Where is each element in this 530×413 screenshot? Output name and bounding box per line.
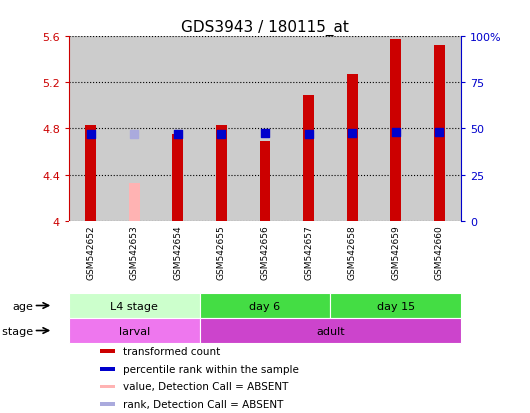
Text: GSM542657: GSM542657 xyxy=(304,225,313,279)
Bar xyxy=(100,349,116,353)
Text: GSM542660: GSM542660 xyxy=(435,225,444,279)
Bar xyxy=(330,293,461,318)
Bar xyxy=(100,402,116,406)
Point xyxy=(435,130,444,136)
Text: adult: adult xyxy=(316,326,344,336)
Text: GSM542658: GSM542658 xyxy=(348,225,357,279)
Bar xyxy=(303,96,314,221)
Point xyxy=(392,130,400,136)
Text: GSM542652: GSM542652 xyxy=(86,225,95,279)
Text: rank, Detection Call = ABSENT: rank, Detection Call = ABSENT xyxy=(123,399,284,409)
Text: GSM542653: GSM542653 xyxy=(130,225,139,279)
Bar xyxy=(156,37,200,221)
Bar xyxy=(418,37,461,221)
Bar xyxy=(129,183,140,221)
Text: larval: larval xyxy=(119,326,150,336)
Bar xyxy=(200,37,243,221)
Point xyxy=(130,131,138,138)
Text: value, Detection Call = ABSENT: value, Detection Call = ABSENT xyxy=(123,382,289,392)
Bar xyxy=(287,37,330,221)
Bar xyxy=(69,318,200,343)
Bar xyxy=(390,40,401,221)
Bar xyxy=(85,126,96,221)
Bar xyxy=(216,126,227,221)
Text: age: age xyxy=(13,301,33,311)
Bar xyxy=(434,46,445,221)
Text: GSM542654: GSM542654 xyxy=(173,225,182,279)
Bar xyxy=(172,135,183,221)
Text: GSM542659: GSM542659 xyxy=(391,225,400,279)
Text: day 6: day 6 xyxy=(250,301,280,311)
Bar xyxy=(200,318,461,343)
Text: development stage: development stage xyxy=(0,326,33,336)
Bar xyxy=(112,37,156,221)
Bar xyxy=(100,367,116,370)
Title: GDS3943 / 180115_at: GDS3943 / 180115_at xyxy=(181,20,349,36)
Point xyxy=(217,131,226,138)
Text: day 15: day 15 xyxy=(377,301,415,311)
Bar xyxy=(69,293,200,318)
Point xyxy=(261,131,269,137)
Bar xyxy=(100,385,116,388)
Point xyxy=(174,131,182,138)
Bar xyxy=(260,142,270,221)
Point xyxy=(86,131,95,138)
Text: L4 stage: L4 stage xyxy=(110,301,158,311)
Text: GSM542655: GSM542655 xyxy=(217,225,226,279)
Bar xyxy=(347,75,358,221)
Bar xyxy=(200,293,330,318)
Point xyxy=(304,131,313,138)
Bar xyxy=(243,37,287,221)
Bar xyxy=(69,37,112,221)
Point xyxy=(348,131,356,137)
Bar xyxy=(330,37,374,221)
Text: transformed count: transformed count xyxy=(123,346,220,356)
Bar xyxy=(374,37,418,221)
Text: percentile rank within the sample: percentile rank within the sample xyxy=(123,364,299,374)
Text: GSM542656: GSM542656 xyxy=(261,225,269,279)
